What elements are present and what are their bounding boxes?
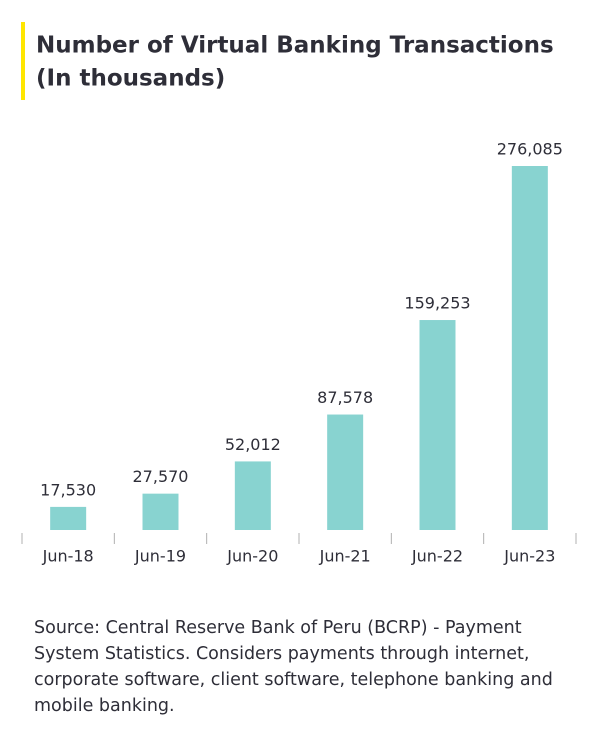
chart-subtitle: (In thousands) — [36, 66, 225, 92]
value-label: 27,570 — [133, 467, 189, 486]
x-tick-label: Jun-21 — [319, 547, 371, 566]
chart: Number of Virtual Banking Transactions (… — [21, 22, 577, 566]
x-tick-label: Jun-20 — [226, 547, 278, 566]
x-tick-label: Jun-18 — [42, 547, 94, 566]
bar — [50, 506, 87, 530]
value-label: 159,253 — [404, 294, 470, 313]
bar — [327, 414, 364, 530]
value-label: 52,012 — [225, 435, 281, 454]
x-tick-label: Jun-19 — [134, 547, 186, 566]
value-label: 276,085 — [497, 140, 563, 159]
x-tick-label: Jun-22 — [411, 547, 463, 566]
source-note: Source: Central Reserve Bank of Peru (BC… — [34, 618, 553, 716]
value-label: 17,530 — [40, 480, 96, 499]
chart-title: Number of Virtual Banking Transactions — [36, 33, 554, 59]
bar — [419, 320, 456, 530]
bar — [234, 461, 271, 530]
accent-bar — [21, 22, 25, 100]
bar — [511, 166, 548, 530]
bar — [142, 493, 179, 530]
x-tick-label: Jun-23 — [503, 547, 555, 566]
value-label: 87,578 — [317, 388, 373, 407]
